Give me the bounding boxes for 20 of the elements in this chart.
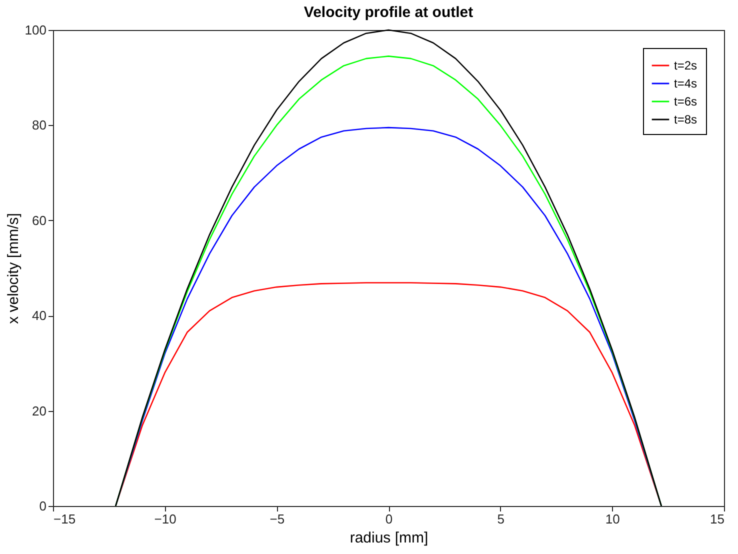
legend-label: t=6s [674, 94, 698, 108]
x-axis-title: radius [mm] [350, 530, 428, 546]
legend-label: t=8s [674, 112, 698, 126]
y-tick-label: 60 [32, 212, 46, 228]
y-tick-label: 100 [24, 22, 46, 38]
x-tick-label: −15 [54, 512, 76, 526]
y-tick-label: 0 [39, 498, 46, 514]
x-tick-label: 5 [497, 512, 504, 526]
chart-title: Velocity profile at outlet [304, 4, 474, 21]
x-tick-label: −5 [270, 512, 285, 526]
y-tick-label: 20 [32, 403, 46, 418]
x-tick-label: 15 [710, 512, 724, 526]
x-tick-label: 0 [385, 512, 393, 526]
y-tick-label: 40 [32, 308, 46, 324]
legend-label: t=4s [674, 76, 698, 90]
x-tick-label: −10 [154, 512, 176, 526]
y-tick-label: 80 [32, 118, 46, 133]
x-tick-label: 10 [605, 512, 620, 526]
legend-label: t=2s [674, 58, 698, 72]
y-axis-title: x velocity [mm/s] [4, 213, 22, 324]
